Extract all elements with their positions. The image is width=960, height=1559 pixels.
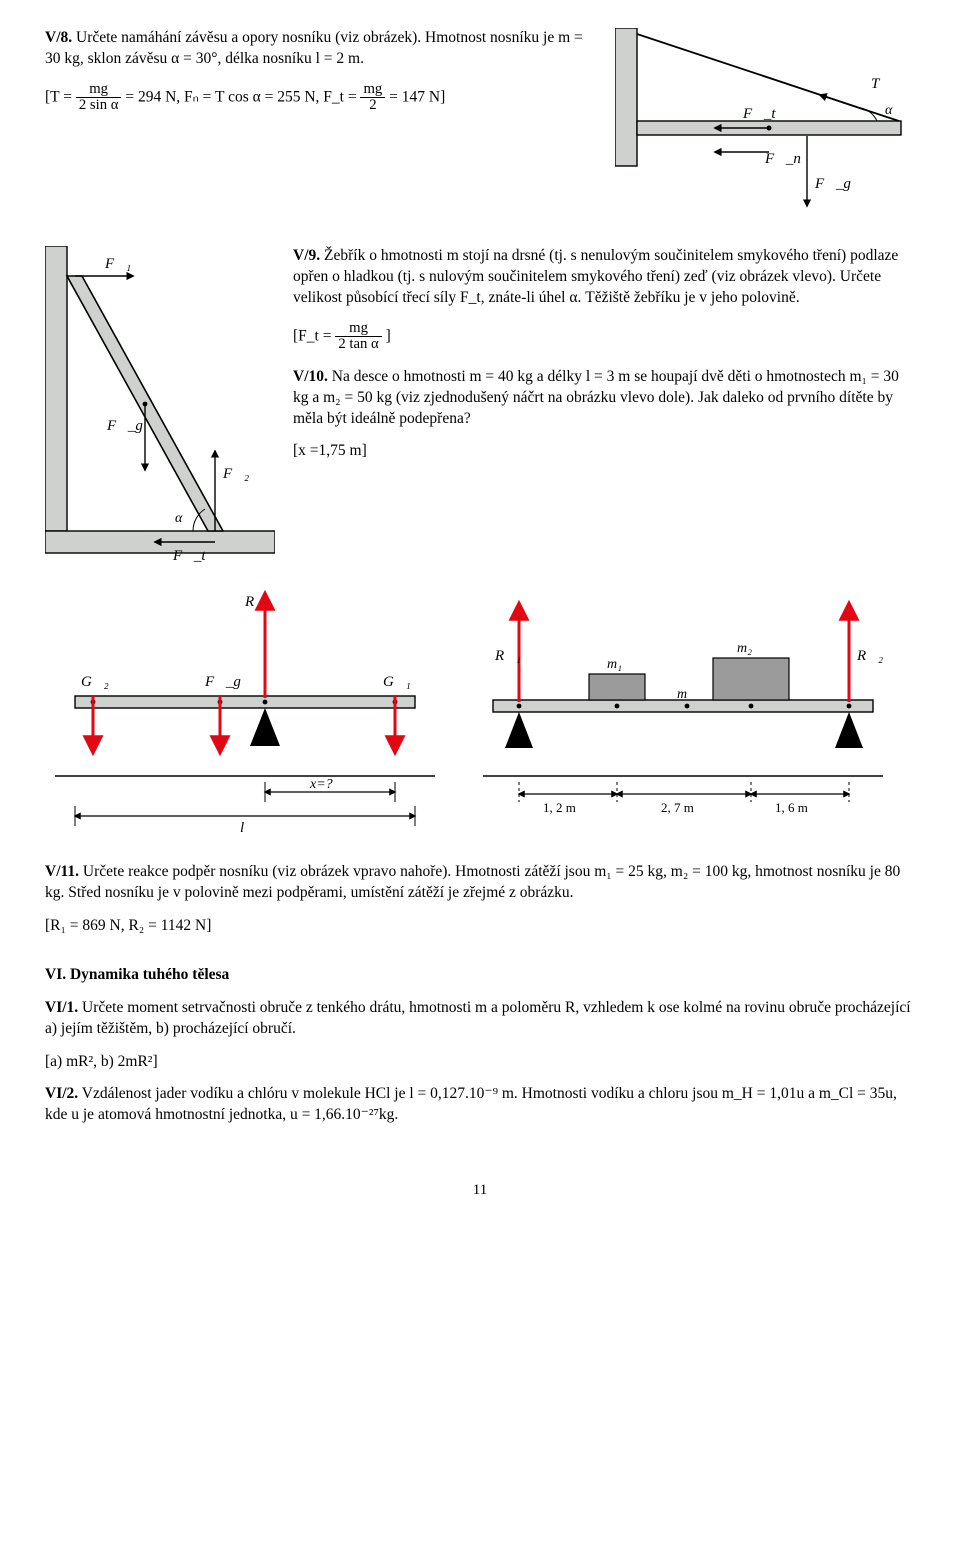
svg-text:R⃗₂: R⃗₂ <box>856 648 883 664</box>
svg-text:α: α <box>885 103 893 118</box>
svg-text:m₂: m₂ <box>737 641 752 656</box>
svg-text:T⃗: T⃗ <box>871 76 891 92</box>
svg-text:F⃗_g: F⃗_g <box>204 674 241 690</box>
v10-left-figure: G⃗₂ F⃗_g G⃗₁ R⃗ x=? l <box>45 576 445 836</box>
section6-heading: VI. Dynamika tuhého tělesa <box>45 965 915 986</box>
vi1-text: Určete moment setrvačnosti obruče z tenk… <box>45 999 911 1037</box>
svg-text:G⃗₂: G⃗₂ <box>81 674 109 690</box>
svg-text:R⃗₁: R⃗₁ <box>494 648 521 664</box>
v9-figure: F⃗₁ F⃗_g F⃗₂ F⃗_t α <box>45 246 275 566</box>
page-number: 11 <box>45 1180 915 1200</box>
svg-text:F⃗_g: F⃗_g <box>814 176 851 192</box>
svg-text:F⃗_t: F⃗_t <box>172 548 206 564</box>
vi2-text: Vzdálenost jader vodíku a chlóru v molek… <box>45 1085 897 1123</box>
svg-text:x=?: x=? <box>309 777 333 792</box>
vi1-id: VI/1. <box>45 999 78 1016</box>
svg-text:α: α <box>175 511 183 526</box>
vi1-answer: [a) mR², b) 2mR²] <box>45 1052 915 1073</box>
svg-text:1, 6 m: 1, 6 m <box>775 800 808 815</box>
svg-text:l: l <box>240 820 244 836</box>
v10-answer: [x =1,75 m] <box>293 441 915 462</box>
svg-text:F⃗₁: F⃗₁ <box>104 256 131 272</box>
svg-text:1, 2 m: 1, 2 m <box>543 800 576 815</box>
v8-id: V/8. <box>45 29 72 46</box>
vi2-id: VI/2. <box>45 1085 78 1102</box>
svg-text:F⃗_g: F⃗_g <box>106 418 143 434</box>
svg-text:F⃗₂: F⃗₂ <box>222 466 249 482</box>
svg-text:F⃗_n: F⃗_n <box>764 151 801 167</box>
v11-answer: [R₁ = 869 N, R₂ = 1142 N] <box>45 916 915 937</box>
v10-text: Na desce o hmotnosti m = 40 kg a délky l… <box>293 368 899 427</box>
v11-id: V/11. <box>45 863 79 880</box>
svg-text:m: m <box>677 687 687 702</box>
v8-text-block: V/8. Určete namáhání závěsu a opory nosn… <box>45 28 597 126</box>
v11-text: Určete reakce podpěr nosníku (viz obráze… <box>45 863 900 901</box>
v9-text: Žebřík o hmotnosti m stojí na drsné (tj.… <box>293 247 898 306</box>
v8-figure: T⃗ α F⃗_t F⃗_n F⃗_g <box>615 28 915 228</box>
v8-equation: [T = mg2 sin α = 294 N, Fₙ = T cos α = 2… <box>45 82 597 114</box>
v9-v10-text-block: V/9. Žebřík o hmotnosti m stojí na drsné… <box>293 246 915 474</box>
svg-text:m₁: m₁ <box>607 657 622 672</box>
svg-text:R⃗: R⃗ <box>244 594 266 610</box>
v10-right-figure: m₁ m₂ m R⃗₁ R⃗₂ 1, 2 m <box>473 576 893 836</box>
v10-id: V/10. <box>293 368 328 385</box>
v9-equation: [F_t = mg2 tan α ] <box>293 321 915 353</box>
svg-text:F⃗_t: F⃗_t <box>742 106 776 122</box>
svg-text:G⃗₁: G⃗₁ <box>383 674 411 690</box>
v8-text: Určete namáhání závěsu a opory nosníku (… <box>45 29 583 67</box>
svg-text:2, 7 m: 2, 7 m <box>661 800 694 815</box>
v9-id: V/9. <box>293 247 320 264</box>
